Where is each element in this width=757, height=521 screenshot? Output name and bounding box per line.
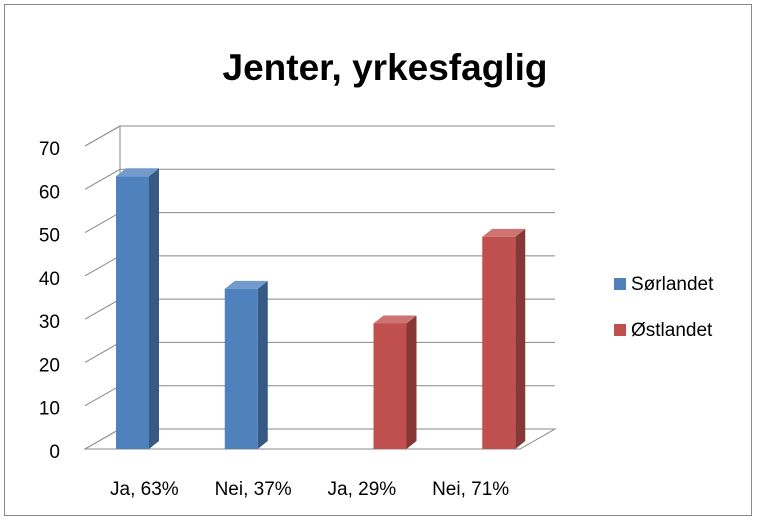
y-tick-label: 30 (39, 312, 60, 333)
legend-swatch (614, 324, 626, 336)
grid-line (84, 125, 555, 147)
bar (373, 315, 417, 449)
y-tick-label: 20 (39, 355, 60, 376)
y-tick-label: 10 (39, 399, 60, 420)
bar-front (373, 323, 407, 449)
bar-front (224, 288, 258, 449)
legend-label: Sørlandet (631, 274, 714, 295)
bar-top (116, 168, 159, 177)
grid-line (84, 168, 555, 190)
bar (482, 228, 526, 449)
bar-front (482, 236, 516, 449)
bar (224, 280, 268, 449)
y-tick-label: 50 (39, 226, 60, 247)
chart-title: Jenter, yrkesfaglig (223, 47, 548, 88)
bar-front (116, 176, 149, 450)
y-tick-label: 0 (49, 442, 60, 463)
x-tick-label: Ja, 29% (328, 479, 397, 500)
y-tick-label: 70 (39, 139, 60, 160)
y-tick-label: 40 (39, 269, 60, 290)
y-tick-label: 60 (39, 182, 60, 203)
bar (116, 168, 159, 450)
bar-top (373, 315, 417, 324)
legend-label: Østlandet (631, 320, 713, 341)
legend-swatch (614, 278, 626, 290)
x-tick-label: Nei, 71% (432, 479, 509, 500)
x-tick-label: Ja, 63% (110, 479, 179, 500)
bar-top (224, 280, 268, 289)
x-tick-label: Nei, 37% (215, 479, 292, 500)
bar-top (482, 228, 526, 237)
bar-side (149, 168, 159, 450)
bar-side (515, 228, 526, 449)
bar-side (257, 280, 268, 449)
bar-side (406, 315, 417, 449)
